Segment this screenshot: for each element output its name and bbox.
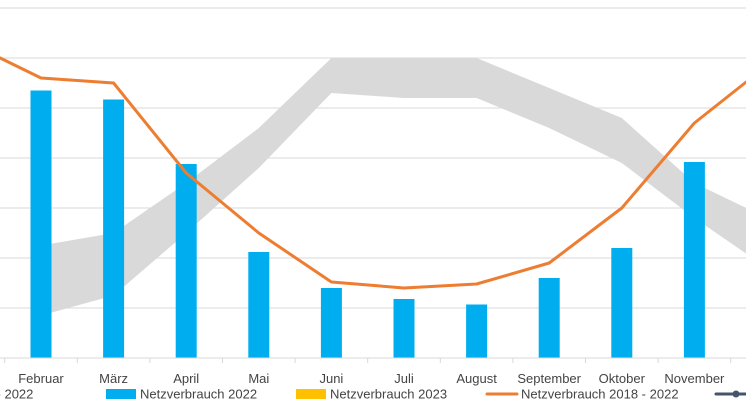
line-series <box>0 56 746 290</box>
x-tick-label: April <box>173 371 199 386</box>
x-tick-labels: Februar März April Mai Juni Juli August Septemb… <box>18 371 725 386</box>
bar <box>538 278 560 358</box>
x-tick-label: Oktober <box>599 371 646 386</box>
bar-series <box>30 90 705 358</box>
bar <box>393 299 415 358</box>
legend-swatch <box>106 389 136 399</box>
legend-marker <box>732 390 740 398</box>
x-tick-label: Mai <box>248 371 269 386</box>
x-tick-label: Juni <box>319 371 343 386</box>
x-tick-label: November <box>664 371 725 386</box>
bar <box>683 162 705 358</box>
bar <box>175 164 197 358</box>
legend-label: Netzverbrauch 2018 - 2022 <box>521 387 679 402</box>
legend-label: Netzverbrauch 2023 <box>330 387 447 402</box>
legend: 2018 - 2022 Netzverbrauch 2022 Netzverbrau… <box>0 387 746 402</box>
x-tick-label: September <box>517 371 581 386</box>
x-tick-label: August <box>456 371 497 386</box>
bar <box>320 288 342 358</box>
bar <box>103 99 125 358</box>
series-line <box>0 56 746 290</box>
legend-label: 2018 - 2022 <box>0 387 33 402</box>
bar <box>611 248 633 358</box>
legend-label: Netzverbrauch 2022 <box>140 387 257 402</box>
legend-swatch <box>296 389 326 399</box>
bar <box>248 252 270 358</box>
x-tick-label: März <box>99 371 128 386</box>
range-band-area <box>41 58 746 316</box>
x-tick-label: Juli <box>394 371 414 386</box>
bar <box>466 304 488 358</box>
x-tick-label: Februar <box>18 371 64 386</box>
range-band <box>41 58 746 316</box>
x-axis <box>0 357 746 363</box>
bar <box>30 90 52 358</box>
